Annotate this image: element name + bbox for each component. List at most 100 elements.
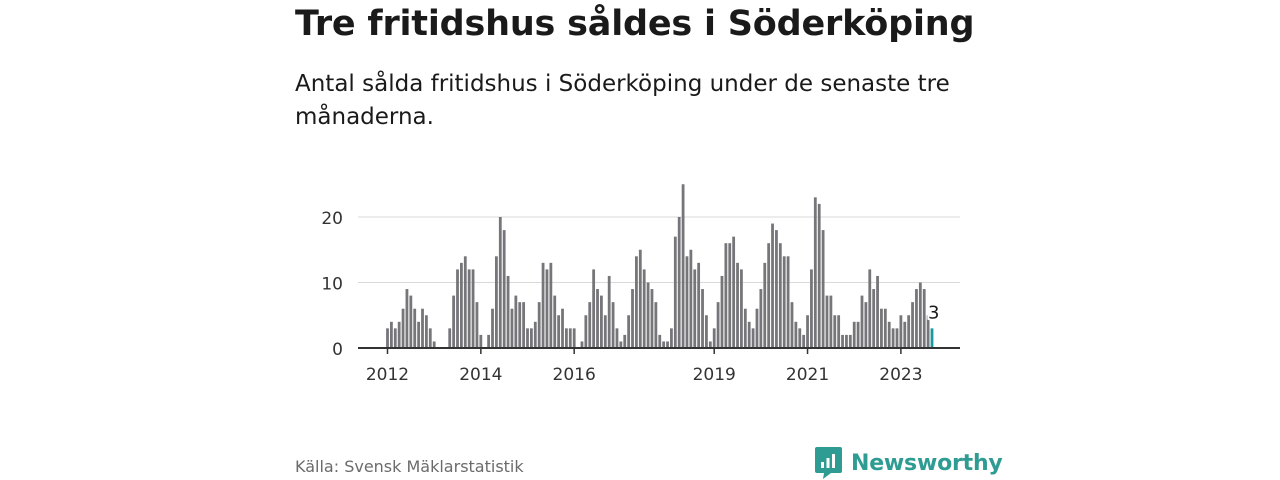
bar	[918, 282, 922, 348]
bar	[386, 328, 389, 348]
bar	[677, 217, 681, 348]
chart-subtitle: Antal sålda fritidshus i Söderköping und…	[295, 71, 950, 130]
bar	[631, 289, 634, 348]
bar	[693, 269, 697, 348]
bar	[662, 341, 666, 348]
bar	[806, 315, 809, 348]
bar	[775, 230, 778, 348]
bar	[794, 321, 798, 348]
bar	[872, 289, 876, 348]
bar	[736, 262, 739, 348]
bar	[740, 269, 743, 348]
bar	[755, 308, 759, 348]
x-tick-label: 2023	[879, 365, 922, 385]
bar	[646, 282, 650, 348]
bar	[681, 184, 685, 348]
bar	[810, 269, 813, 348]
bar	[782, 256, 786, 348]
bar	[763, 262, 767, 348]
bar	[603, 315, 607, 348]
bar	[751, 328, 755, 348]
bar	[767, 243, 771, 348]
bar	[724, 243, 728, 348]
bar	[463, 256, 467, 348]
bar	[565, 328, 568, 348]
bar	[611, 302, 615, 348]
bar	[716, 302, 720, 348]
bar	[448, 328, 452, 348]
bar	[790, 302, 794, 348]
bar	[401, 308, 405, 348]
bar	[635, 256, 638, 348]
brand-logo[interactable]: Newsworthy	[814, 446, 1003, 480]
bar	[829, 295, 833, 348]
bar	[537, 302, 541, 348]
bar	[697, 262, 701, 348]
bar	[689, 249, 693, 348]
bar	[650, 289, 654, 348]
bar	[588, 302, 592, 348]
y-tick-label: 10	[321, 275, 343, 295]
bar	[658, 334, 662, 348]
bar	[899, 315, 903, 348]
bar	[817, 203, 821, 348]
bar	[887, 321, 891, 348]
bar	[670, 328, 673, 348]
bar	[514, 295, 518, 348]
bar	[596, 289, 599, 348]
bar	[405, 289, 409, 348]
x-tick-label: 2016	[553, 365, 596, 385]
bar	[393, 328, 397, 348]
brand-name: Newsworthy	[851, 450, 1003, 476]
bar	[743, 308, 747, 348]
bar	[592, 269, 596, 348]
bar	[747, 321, 751, 348]
bar	[915, 289, 918, 348]
bar	[825, 295, 829, 348]
bar	[642, 269, 646, 348]
bar	[580, 341, 584, 348]
bar	[533, 321, 537, 348]
latest-value-label: 3	[928, 302, 939, 323]
bar	[584, 315, 588, 348]
bar	[891, 328, 895, 348]
bar	[728, 243, 732, 348]
bar	[494, 256, 498, 348]
x-tick-label: 2012	[366, 365, 409, 385]
y-tick-label: 20	[321, 209, 343, 229]
bar	[479, 334, 483, 348]
bar	[459, 262, 463, 348]
bar	[876, 275, 879, 348]
bar	[907, 315, 911, 348]
bar	[471, 269, 475, 348]
x-tick-label: 2014	[459, 365, 502, 385]
bar	[502, 230, 506, 348]
bar-chart: 0 10 20 2012 2014 2016 2019 2021 2023 3	[321, 184, 960, 385]
bar	[685, 256, 689, 348]
bar	[553, 295, 557, 348]
bar	[868, 269, 872, 348]
bar	[409, 295, 413, 348]
bar	[545, 269, 549, 348]
bar	[720, 275, 724, 348]
bar	[798, 328, 802, 348]
bar	[903, 321, 907, 348]
bar	[522, 302, 526, 348]
bar	[771, 223, 774, 348]
bar	[759, 289, 763, 348]
bar	[413, 308, 417, 348]
bar	[456, 269, 459, 348]
bar	[673, 236, 677, 348]
bar	[600, 295, 603, 348]
x-tick-label: 2021	[786, 365, 829, 385]
bar	[510, 308, 514, 348]
bar	[526, 328, 529, 348]
bar	[712, 328, 716, 348]
bar	[572, 328, 576, 348]
bar	[623, 334, 627, 348]
bar	[778, 243, 782, 348]
bar	[841, 334, 844, 348]
bar	[432, 341, 436, 348]
bar	[821, 230, 825, 348]
bar-chart-speech-bubble-icon	[815, 447, 842, 479]
